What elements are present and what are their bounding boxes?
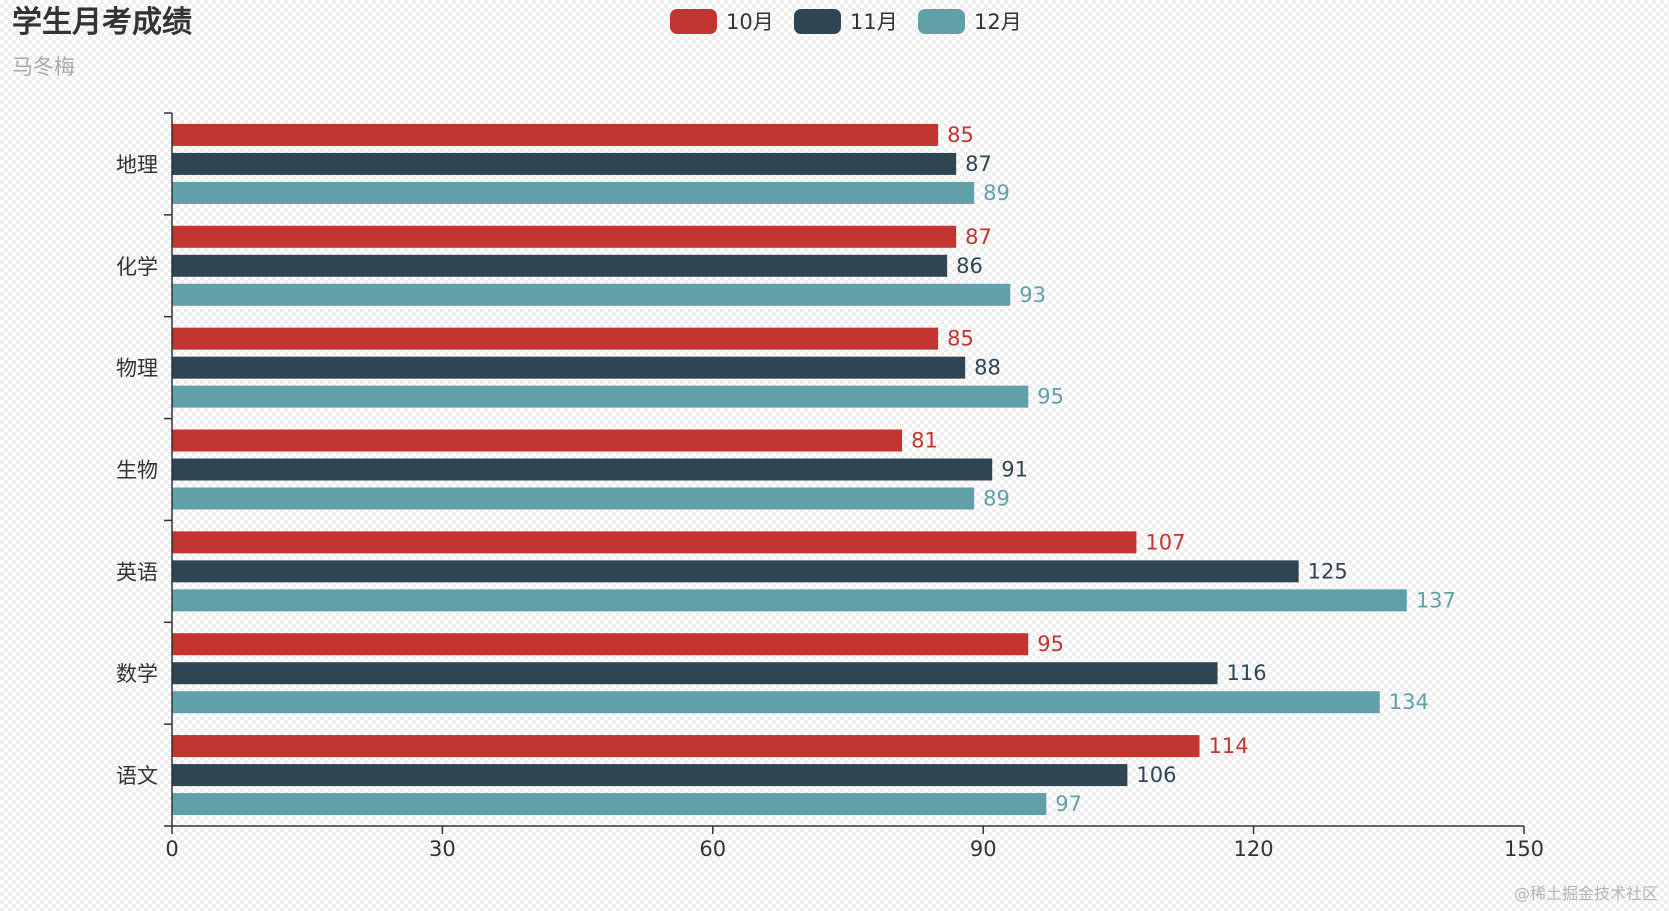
bar-4-1[interactable] bbox=[172, 560, 1299, 583]
value-label-6-2: 97 bbox=[1055, 792, 1082, 816]
value-label-0-0: 85 bbox=[947, 123, 974, 147]
legend-label-3[interactable]: 12月 bbox=[974, 10, 1022, 34]
value-label-2-2: 95 bbox=[1037, 385, 1064, 409]
chart-title: 学生月考成绩 bbox=[12, 5, 192, 40]
x-tick-label-2: 60 bbox=[699, 837, 726, 861]
x-axis: 0 30 60 90 120 150 bbox=[165, 825, 1544, 861]
value-labels-group: 8587898786938588958191891071251379511613… bbox=[911, 123, 1456, 816]
bar-5-1[interactable] bbox=[172, 662, 1218, 685]
category-label-5: 数学 bbox=[116, 662, 158, 686]
category-label-0: 地理 bbox=[116, 153, 158, 177]
value-label-2-1: 88 bbox=[974, 356, 1001, 380]
value-label-5-2: 134 bbox=[1389, 690, 1429, 714]
bar-0-0[interactable] bbox=[172, 123, 939, 146]
bar-1-2[interactable] bbox=[172, 283, 1011, 306]
category-label-6: 语文 bbox=[116, 764, 158, 788]
legend-swatch-1[interactable] bbox=[670, 9, 717, 34]
bar-6-2[interactable] bbox=[172, 793, 1047, 816]
value-label-0-1: 87 bbox=[965, 152, 992, 176]
value-label-4-0: 107 bbox=[1145, 530, 1185, 554]
value-label-6-0: 114 bbox=[1209, 734, 1249, 758]
value-label-1-2: 93 bbox=[1019, 283, 1046, 307]
legend-label-2[interactable]: 11月 bbox=[850, 10, 898, 34]
bar-1-1[interactable] bbox=[172, 254, 948, 277]
bar-2-2[interactable] bbox=[172, 385, 1029, 408]
chart-subtitle: 马冬梅 bbox=[12, 55, 75, 79]
value-label-4-1: 125 bbox=[1308, 559, 1348, 583]
bar-1-0[interactable] bbox=[172, 225, 957, 248]
bar-3-2[interactable] bbox=[172, 487, 975, 510]
category-label-4: 英语 bbox=[116, 560, 158, 584]
x-tick-label-4: 120 bbox=[1234, 837, 1274, 861]
bar-5-0[interactable] bbox=[172, 633, 1029, 656]
value-label-3-1: 91 bbox=[1001, 458, 1028, 482]
bar-5-2[interactable] bbox=[172, 691, 1380, 714]
bar-3-1[interactable] bbox=[172, 458, 993, 481]
bar-0-1[interactable] bbox=[172, 152, 957, 175]
bar-6-0[interactable] bbox=[172, 735, 1200, 758]
bar-2-0[interactable] bbox=[172, 327, 939, 350]
bar-3-0[interactable] bbox=[172, 429, 903, 452]
x-tick-label-5: 150 bbox=[1504, 837, 1544, 861]
x-tick-label-0: 0 bbox=[165, 837, 178, 861]
value-label-6-1: 106 bbox=[1136, 763, 1176, 787]
legend-swatch-2[interactable] bbox=[794, 9, 841, 34]
value-label-0-2: 89 bbox=[983, 181, 1010, 205]
legend-swatch-3[interactable] bbox=[918, 9, 965, 34]
category-label-2: 物理 bbox=[116, 357, 158, 381]
value-label-3-0: 81 bbox=[911, 429, 938, 453]
value-label-2-0: 85 bbox=[947, 327, 974, 351]
value-label-5-1: 116 bbox=[1227, 661, 1267, 685]
bar-6-1[interactable] bbox=[172, 764, 1128, 787]
category-label-1: 化学 bbox=[116, 255, 158, 279]
bar-4-0[interactable] bbox=[172, 531, 1137, 554]
value-label-1-0: 87 bbox=[965, 225, 992, 249]
value-label-3-2: 89 bbox=[983, 487, 1010, 511]
x-tick-label-3: 90 bbox=[970, 837, 997, 861]
watermark: @稀土掘金技术社区 bbox=[1514, 884, 1658, 903]
value-label-5-0: 95 bbox=[1037, 632, 1064, 656]
value-label-4-2: 137 bbox=[1416, 588, 1456, 612]
x-tick-label-1: 30 bbox=[429, 837, 456, 861]
category-label-3: 生物 bbox=[116, 459, 158, 483]
bars-group bbox=[172, 123, 1407, 816]
bar-4-2[interactable] bbox=[172, 589, 1407, 612]
legend-label-1[interactable]: 10月 bbox=[726, 10, 774, 34]
legend: 10月 11月 12月 bbox=[670, 9, 1022, 34]
bar-2-1[interactable] bbox=[172, 356, 966, 379]
bar-0-2[interactable] bbox=[172, 181, 975, 204]
value-label-1-1: 86 bbox=[956, 254, 983, 278]
